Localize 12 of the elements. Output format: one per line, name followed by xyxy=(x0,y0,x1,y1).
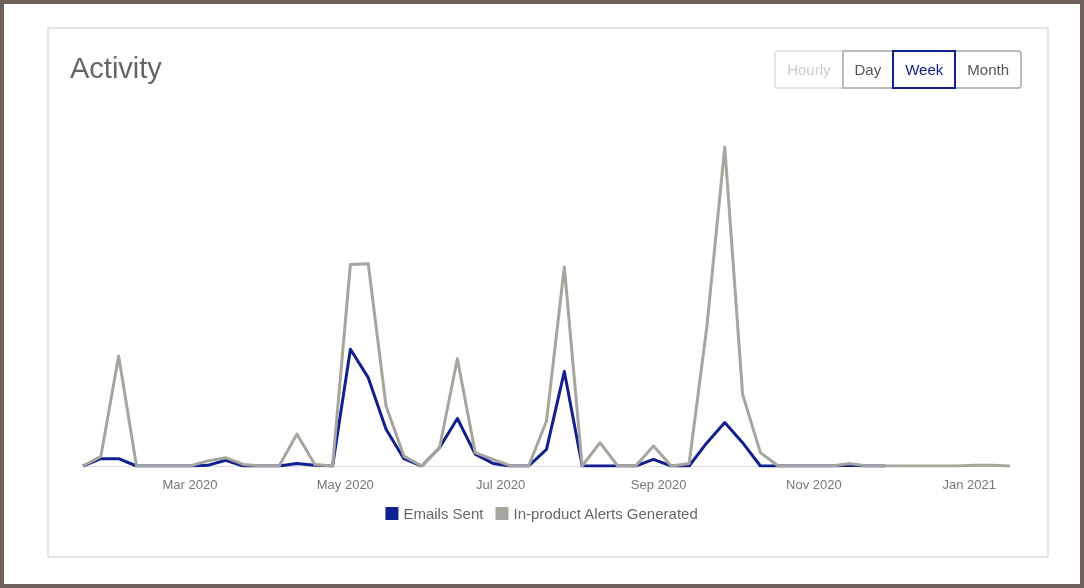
chart-title: Activity xyxy=(70,52,162,85)
x-tick-label: Nov 2020 xyxy=(786,477,842,492)
legend-label: In-product Alerts Generated xyxy=(513,505,698,522)
x-tick-label: May 2020 xyxy=(316,477,374,492)
button: Month xyxy=(954,50,1022,89)
x-tick-label: Sep 2020 xyxy=(630,477,687,492)
x-tick-label: Mar 2020 xyxy=(162,477,218,492)
x-tick-label: Jan 2021 xyxy=(942,477,996,492)
button: Week xyxy=(892,50,957,89)
legend-label: Emails Sent xyxy=(403,505,485,522)
x-tick-label: Jul 2020 xyxy=(476,477,526,492)
button: Day xyxy=(841,50,895,89)
